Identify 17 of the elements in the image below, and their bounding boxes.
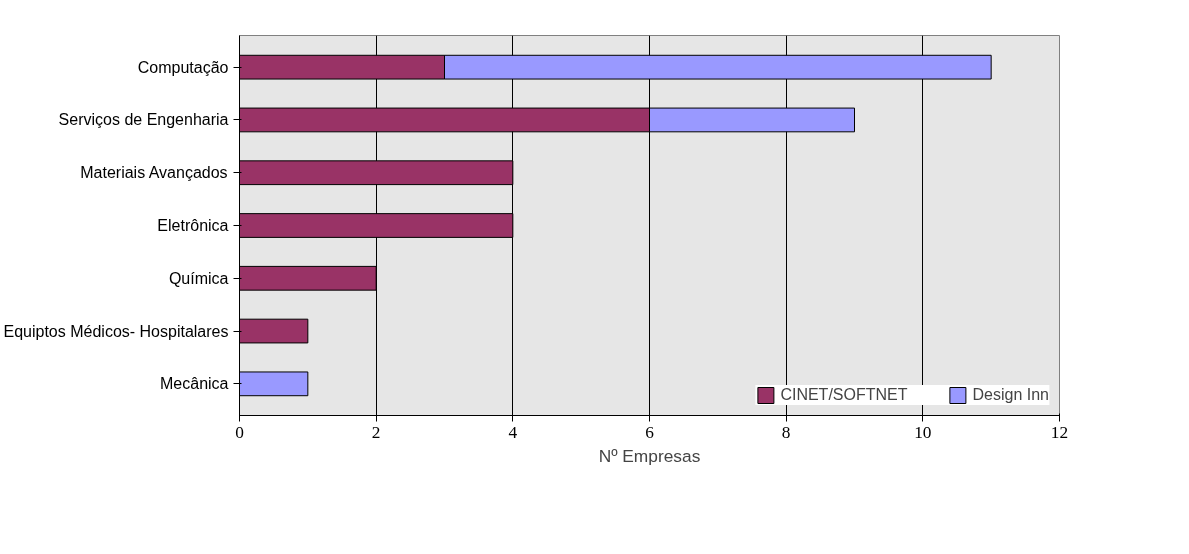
y-tick-label: Equiptos Médicos- Hospitalares — [3, 322, 229, 340]
legend-label: Design Inn — [972, 386, 1049, 404]
x-tick-label: 12 — [1050, 422, 1069, 442]
x-tick-label: 0 — [235, 422, 244, 442]
x-tick-label: 6 — [645, 422, 655, 442]
x-tick-label: 8 — [781, 422, 791, 442]
legend-label: CINET/SOFTNET — [780, 386, 908, 404]
x-tick-label: 2 — [371, 422, 381, 442]
y-tick-label: Química — [168, 269, 229, 287]
y-tick-label: Serviços de Engenharia — [58, 111, 229, 129]
y-tick-label: Eletrônica — [157, 217, 229, 234]
x-tick-label: 4 — [508, 422, 518, 442]
x-tick-label: 10 — [914, 422, 932, 442]
y-tick-label: Materiais Avançados — [80, 164, 228, 182]
x-axis-title: Nº Empresas — [598, 445, 701, 466]
y-tick-label: Mecânica — [160, 375, 229, 393]
y-tick-label: Computação — [137, 58, 229, 76]
